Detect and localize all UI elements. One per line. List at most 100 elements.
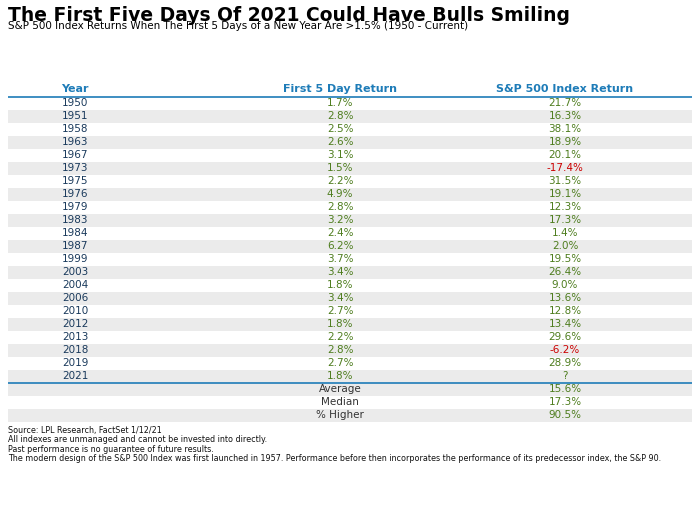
Text: 20.1%: 20.1% <box>549 150 582 160</box>
Text: 2006: 2006 <box>62 293 88 303</box>
Text: 2.7%: 2.7% <box>327 358 354 368</box>
Text: 31.5%: 31.5% <box>548 176 582 187</box>
Text: 4.9%: 4.9% <box>327 189 354 199</box>
Text: 1979: 1979 <box>62 202 88 212</box>
Text: 1987: 1987 <box>62 241 88 252</box>
Bar <box>8 305 692 318</box>
Text: 2018: 2018 <box>62 345 88 355</box>
Bar <box>8 201 692 214</box>
Text: 2021: 2021 <box>62 372 88 381</box>
Text: 9.0%: 9.0% <box>552 280 578 290</box>
Bar <box>8 110 692 123</box>
Bar <box>8 162 692 175</box>
Text: ?: ? <box>562 372 568 381</box>
Text: 1958: 1958 <box>62 124 88 134</box>
Text: 1.5%: 1.5% <box>327 163 354 173</box>
Text: 26.4%: 26.4% <box>548 267 582 277</box>
Text: % Higher: % Higher <box>316 410 364 420</box>
Bar <box>8 396 692 409</box>
Text: 2003: 2003 <box>62 267 88 277</box>
Bar <box>8 188 692 201</box>
Bar <box>8 227 692 240</box>
Text: 2.8%: 2.8% <box>327 345 354 355</box>
Text: 1.8%: 1.8% <box>327 372 354 381</box>
Text: 2004: 2004 <box>62 280 88 290</box>
Bar <box>8 97 692 110</box>
Text: 2.8%: 2.8% <box>327 111 354 121</box>
Text: 28.9%: 28.9% <box>548 358 582 368</box>
Text: 1975: 1975 <box>62 176 88 187</box>
Text: Year: Year <box>62 84 89 94</box>
Text: 38.1%: 38.1% <box>548 124 582 134</box>
Text: 12.3%: 12.3% <box>548 202 582 212</box>
Bar <box>8 370 692 383</box>
Text: 2.7%: 2.7% <box>327 307 354 316</box>
Text: 2.2%: 2.2% <box>327 176 354 187</box>
Text: 2010: 2010 <box>62 307 88 316</box>
Text: 21.7%: 21.7% <box>548 99 582 108</box>
Text: S&P 500 Index Returns When The First 5 Days of a New Year Are >1.5% (1950 - Curr: S&P 500 Index Returns When The First 5 D… <box>8 21 468 31</box>
Text: 1.7%: 1.7% <box>327 99 354 108</box>
Text: 3.2%: 3.2% <box>327 215 354 225</box>
Text: 1973: 1973 <box>62 163 88 173</box>
Bar <box>8 279 692 292</box>
Bar <box>8 253 692 266</box>
Text: First 5 Day Return: First 5 Day Return <box>283 84 397 94</box>
Bar <box>8 357 692 370</box>
Text: 2.6%: 2.6% <box>327 137 354 147</box>
Text: 3.1%: 3.1% <box>327 150 354 160</box>
Bar <box>8 266 692 279</box>
Text: 90.5%: 90.5% <box>549 410 582 420</box>
Text: 3.4%: 3.4% <box>327 267 354 277</box>
Text: 15.6%: 15.6% <box>548 384 582 394</box>
Bar <box>8 344 692 357</box>
Bar <box>8 383 692 396</box>
Text: 1984: 1984 <box>62 228 88 238</box>
Bar <box>8 123 692 136</box>
Text: Average: Average <box>318 384 361 394</box>
Text: 19.5%: 19.5% <box>548 254 582 264</box>
Text: Past performance is no guarantee of future results.: Past performance is no guarantee of futu… <box>8 445 213 454</box>
Text: 1951: 1951 <box>62 111 88 121</box>
Text: 29.6%: 29.6% <box>548 332 582 342</box>
Text: All indexes are unmanaged and cannot be invested into directly.: All indexes are unmanaged and cannot be … <box>8 435 267 444</box>
Bar <box>8 149 692 162</box>
Bar <box>8 292 692 305</box>
Text: 1963: 1963 <box>62 137 88 147</box>
Text: 1.8%: 1.8% <box>327 280 354 290</box>
Text: The modern design of the S&P 500 Index was first launched in 1957. Performance b: The modern design of the S&P 500 Index w… <box>8 454 661 463</box>
Bar <box>8 175 692 188</box>
Text: 2.8%: 2.8% <box>327 202 354 212</box>
Text: 2.0%: 2.0% <box>552 241 578 252</box>
Bar <box>8 240 692 253</box>
Bar <box>8 318 692 331</box>
Text: -6.2%: -6.2% <box>550 345 580 355</box>
Text: 2012: 2012 <box>62 319 88 329</box>
Text: 2.4%: 2.4% <box>327 228 354 238</box>
Text: -17.4%: -17.4% <box>547 163 583 173</box>
Bar <box>8 136 692 149</box>
Text: S&P 500 Index Return: S&P 500 Index Return <box>496 84 634 94</box>
Text: 1983: 1983 <box>62 215 88 225</box>
Text: 18.9%: 18.9% <box>548 137 582 147</box>
Bar <box>8 409 692 422</box>
Text: 12.8%: 12.8% <box>548 307 582 316</box>
Text: 13.6%: 13.6% <box>548 293 582 303</box>
Bar <box>8 331 692 344</box>
Text: 16.3%: 16.3% <box>548 111 582 121</box>
Text: 2013: 2013 <box>62 332 88 342</box>
Text: 1.4%: 1.4% <box>552 228 578 238</box>
Text: 1976: 1976 <box>62 189 88 199</box>
Text: 13.4%: 13.4% <box>548 319 582 329</box>
Text: 2.2%: 2.2% <box>327 332 354 342</box>
Text: 19.1%: 19.1% <box>548 189 582 199</box>
Bar <box>8 214 692 227</box>
Text: 2.5%: 2.5% <box>327 124 354 134</box>
Text: 2019: 2019 <box>62 358 88 368</box>
Text: 1.8%: 1.8% <box>327 319 354 329</box>
Text: 17.3%: 17.3% <box>548 215 582 225</box>
Text: 1967: 1967 <box>62 150 88 160</box>
Text: 17.3%: 17.3% <box>548 397 582 407</box>
Text: 6.2%: 6.2% <box>327 241 354 252</box>
Text: 3.7%: 3.7% <box>327 254 354 264</box>
